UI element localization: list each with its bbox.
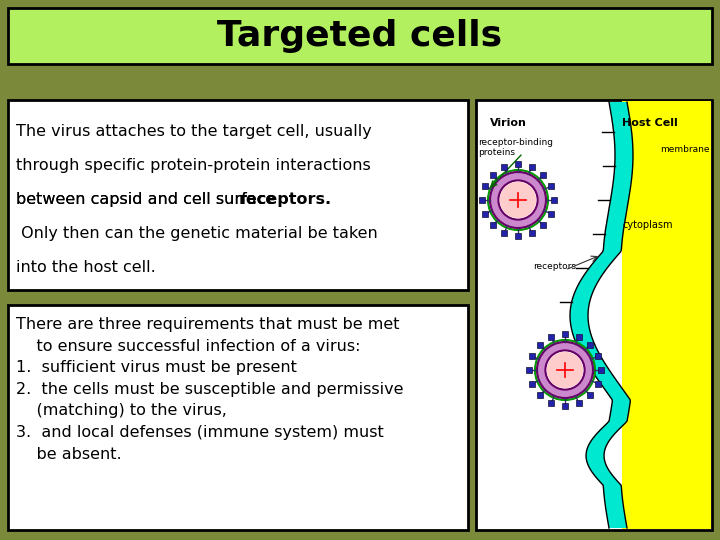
Circle shape [546,352,583,388]
Text: through specific protein-protein interactions: through specific protein-protein interac… [16,158,371,173]
Text: between capsid and cell surface: between capsid and cell surface [16,192,280,207]
Text: The virus attaches to the target cell, usually: The virus attaches to the target cell, u… [16,124,372,139]
Text: between capsid and cell surface ​receptors.: between capsid and cell surface ​recepto… [16,192,361,207]
Text: receptors: receptors [534,262,577,271]
Circle shape [500,182,536,218]
Text: between capsid and cell surface: between capsid and cell surface [16,192,280,207]
FancyBboxPatch shape [8,100,468,290]
Text: Only then can the genetic material be taken: Only then can the genetic material be ta… [16,226,378,241]
Polygon shape [570,102,633,528]
Text: into the host cell.: into the host cell. [16,260,156,275]
FancyBboxPatch shape [622,101,711,529]
Text: Targeted cells: Targeted cells [217,19,503,53]
Text: Virion: Virion [490,118,527,128]
Text: cytoplasm: cytoplasm [623,220,673,230]
Text: Host Cell: Host Cell [622,118,678,128]
Circle shape [498,180,538,220]
FancyBboxPatch shape [476,100,712,530]
Circle shape [546,350,585,389]
Text: membrane: membrane [660,145,709,154]
Text: There are three requirements that must be met
    to ensure successful infection: There are three requirements that must b… [16,317,403,462]
Text: receptors.: receptors. [239,192,332,207]
Circle shape [537,342,593,398]
FancyBboxPatch shape [8,305,468,530]
Text: receptor-binding
proteins: receptor-binding proteins [478,138,553,157]
FancyBboxPatch shape [8,8,712,64]
Circle shape [490,172,546,228]
